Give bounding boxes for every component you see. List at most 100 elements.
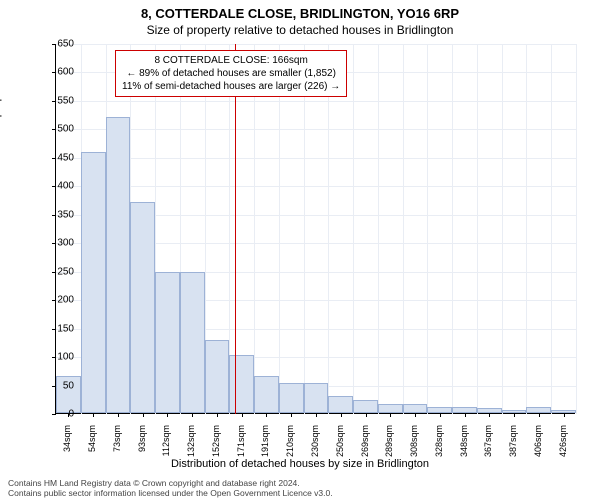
histogram-bar	[304, 383, 329, 413]
gridline-h	[56, 101, 576, 102]
xtick-mark	[118, 413, 119, 417]
footer-line2: Contains public sector information licen…	[8, 488, 333, 498]
xtick-label: 406sqm	[533, 425, 543, 470]
xtick-mark	[316, 413, 317, 417]
xtick-label: 191sqm	[260, 425, 270, 470]
ytick-label: 400	[34, 181, 74, 192]
ytick-label: 500	[34, 124, 74, 135]
xtick-label: 426sqm	[558, 425, 568, 470]
ytick-label: 100	[34, 352, 74, 363]
xtick-mark	[440, 413, 441, 417]
gridline-v	[353, 44, 354, 414]
histogram-bar	[130, 202, 155, 413]
annotation-line2: ← 89% of detached houses are smaller (1,…	[122, 67, 340, 80]
ytick-label: 550	[34, 95, 74, 106]
xtick-mark	[291, 413, 292, 417]
ytick-label: 450	[34, 152, 74, 163]
chart-container: 8, COTTERDALE CLOSE, BRIDLINGTON, YO16 6…	[0, 0, 600, 500]
xtick-mark	[366, 413, 367, 417]
xtick-label: 112sqm	[161, 425, 171, 470]
xtick-mark	[465, 413, 466, 417]
xtick-label: 269sqm	[360, 425, 370, 470]
xtick-label: 387sqm	[508, 425, 518, 470]
xtick-mark	[93, 413, 94, 417]
ytick-label: 250	[34, 266, 74, 277]
xtick-mark	[167, 413, 168, 417]
marker-line	[235, 44, 236, 414]
xtick-label: 348sqm	[459, 425, 469, 470]
xtick-label: 152sqm	[211, 425, 221, 470]
xtick-label: 367sqm	[483, 425, 493, 470]
gridline-v	[477, 44, 478, 414]
xtick-mark	[192, 413, 193, 417]
histogram-bar	[378, 404, 403, 413]
gridline-v	[403, 44, 404, 414]
xtick-mark	[341, 413, 342, 417]
xtick-label: 230sqm	[310, 425, 320, 470]
xtick-label: 54sqm	[87, 425, 97, 470]
gridline-v	[502, 44, 503, 414]
xtick-label: 171sqm	[236, 425, 246, 470]
xtick-label: 34sqm	[62, 425, 72, 470]
histogram-bar	[229, 355, 254, 413]
gridline-v	[254, 44, 255, 414]
histogram-bar	[279, 383, 304, 413]
ytick-label: 600	[34, 67, 74, 78]
y-axis-label: Number of detached properties	[0, 68, 2, 220]
histogram-bar	[81, 152, 106, 413]
annotation-line3: 11% of semi-detached houses are larger (…	[122, 80, 340, 93]
ytick-label: 300	[34, 238, 74, 249]
xtick-label: 328sqm	[434, 425, 444, 470]
xtick-label: 73sqm	[112, 425, 122, 470]
xtick-label: 132sqm	[186, 425, 196, 470]
xtick-mark	[242, 413, 243, 417]
xtick-mark	[217, 413, 218, 417]
xtick-mark	[539, 413, 540, 417]
xtick-mark	[514, 413, 515, 417]
ytick-label: 0	[34, 409, 74, 420]
xtick-label: 250sqm	[335, 425, 345, 470]
histogram-bar	[180, 272, 205, 413]
ytick-label: 650	[34, 39, 74, 50]
gridline-v	[526, 44, 527, 414]
chart-title-address: 8, COTTERDALE CLOSE, BRIDLINGTON, YO16 6…	[0, 0, 600, 21]
gridline-h	[56, 186, 576, 187]
xtick-mark	[415, 413, 416, 417]
gridline-h	[56, 44, 576, 45]
ytick-label: 150	[34, 323, 74, 334]
gridline-v	[279, 44, 280, 414]
histogram-bar	[328, 396, 353, 413]
histogram-bar	[254, 376, 279, 413]
gridline-v	[427, 44, 428, 414]
annotation-box: 8 COTTERDALE CLOSE: 166sqm ← 89% of deta…	[115, 50, 347, 97]
gridline-h	[56, 129, 576, 130]
gridline-v	[328, 44, 329, 414]
plot-region	[55, 44, 575, 414]
footer-attribution: Contains HM Land Registry data © Crown c…	[8, 478, 333, 498]
xtick-label: 210sqm	[285, 425, 295, 470]
histogram-bar	[403, 404, 428, 413]
xtick-mark	[266, 413, 267, 417]
xtick-mark	[489, 413, 490, 417]
ytick-label: 350	[34, 209, 74, 220]
histogram-bar	[353, 400, 378, 413]
xtick-label: 289sqm	[384, 425, 394, 470]
gridline-v	[551, 44, 552, 414]
histogram-bar	[205, 340, 230, 413]
footer-line1: Contains HM Land Registry data © Crown c…	[8, 478, 333, 488]
ytick-label: 50	[34, 380, 74, 391]
chart-area: 8 COTTERDALE CLOSE: 166sqm ← 89% of deta…	[55, 44, 575, 414]
annotation-line1: 8 COTTERDALE CLOSE: 166sqm	[122, 54, 340, 67]
xtick-mark	[390, 413, 391, 417]
gridline-v	[576, 44, 577, 414]
gridline-v	[304, 44, 305, 414]
gridline-v	[452, 44, 453, 414]
gridline-h	[56, 158, 576, 159]
xtick-mark	[564, 413, 565, 417]
ytick-label: 200	[34, 295, 74, 306]
histogram-bar	[106, 117, 131, 413]
chart-subtitle: Size of property relative to detached ho…	[0, 21, 600, 37]
xtick-label: 308sqm	[409, 425, 419, 470]
histogram-bar	[155, 272, 180, 413]
xtick-mark	[143, 413, 144, 417]
